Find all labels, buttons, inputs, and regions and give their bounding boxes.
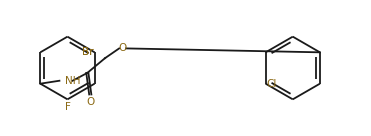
Text: NH: NH (65, 76, 80, 86)
Text: O: O (118, 43, 127, 53)
Text: O: O (86, 97, 94, 107)
Text: Br: Br (82, 47, 93, 57)
Text: F: F (65, 102, 70, 112)
Text: Br: Br (82, 47, 93, 57)
Text: Cl: Cl (267, 79, 277, 89)
